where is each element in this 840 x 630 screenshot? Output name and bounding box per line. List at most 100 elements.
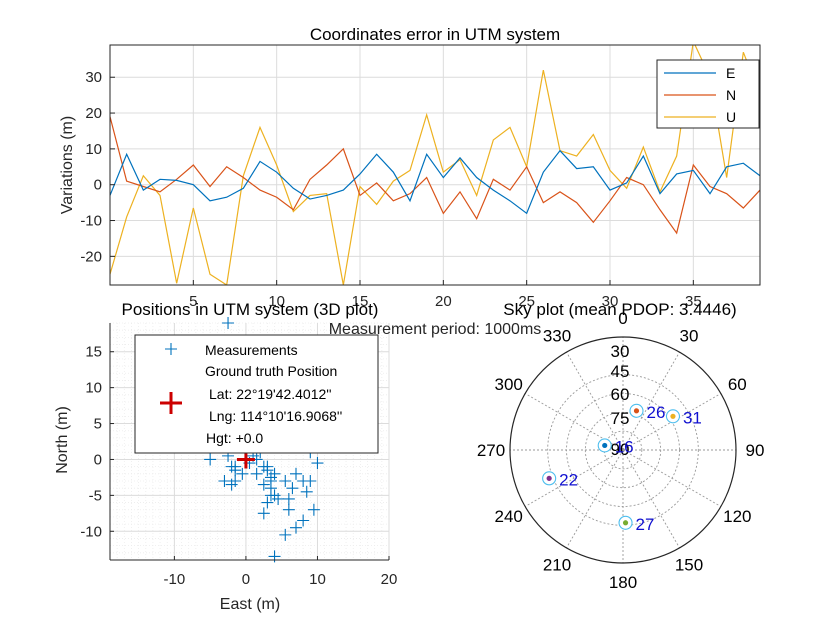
position-ytick-label: 0 <box>94 451 102 468</box>
position-xtick-label: 10 <box>309 571 326 588</box>
measurement-point <box>261 464 274 477</box>
satellite-dot <box>633 408 640 414</box>
measurement-point <box>225 460 238 473</box>
sky-elevation-label: 45 <box>611 362 630 381</box>
error-legend-label: N <box>726 87 736 103</box>
error-ytick-label: 20 <box>85 105 102 122</box>
sky-azimuth-label: 270 <box>477 441 505 460</box>
measurement-point <box>286 482 299 495</box>
sky-title: Sky plot (mean PDOP: 3.4446) <box>503 300 736 319</box>
measurement-point <box>311 457 324 470</box>
error-ytick-label: 0 <box>94 177 102 194</box>
satellite-label: 16 <box>615 437 634 456</box>
position-legend: Measurements Ground truth Position Lat: 22… <box>134 334 379 454</box>
sky-elevation-label: 60 <box>611 385 630 404</box>
error-xtick-label: 5 <box>189 293 197 310</box>
error-legend-label: E <box>726 65 735 81</box>
measurement-point <box>297 514 310 527</box>
sky-azimuth-label: 210 <box>543 555 571 574</box>
position-xlabel: East (m) <box>220 596 280 613</box>
measurement-point <box>229 475 242 487</box>
position-title: Positions in UTM system (3D plot) <box>122 300 379 319</box>
sky-azimuth-label: 30 <box>680 327 699 346</box>
position-xtick-label: 20 <box>381 571 398 588</box>
measurement-point <box>264 475 277 487</box>
position-ytick-label: 15 <box>85 344 102 361</box>
legend-ground-truth-swatch <box>160 392 182 414</box>
sky-azimuth-spoke <box>524 449 624 507</box>
position-ytick-label: 5 <box>94 416 102 433</box>
error-chart: 5 10 15 20 25 30 35 -20 -10 0 10 20 30 Coordinates e… <box>59 25 761 310</box>
error-legend-label: U <box>726 109 736 125</box>
measurement-point <box>290 467 302 480</box>
sky-azimuth-spoke <box>622 449 722 507</box>
position-legend-label: Hgt: +0.0 <box>206 430 263 446</box>
measurement-point <box>222 317 235 329</box>
position-xtick-label: 0 <box>242 571 250 588</box>
sky-polar-grid: 0306090120150180210240270300330304560759… <box>477 309 765 592</box>
sky-elevation-ring <box>547 374 699 526</box>
sky-chart: 0306090120150180210240270300330304560759… <box>477 309 765 592</box>
sky-outer-circle <box>509 336 737 564</box>
measurement-point <box>300 485 313 498</box>
error-title: Coordinates error in UTM system <box>310 25 560 44</box>
sky-azimuth-label: 330 <box>543 327 571 346</box>
sky-azimuth-label: 0 <box>618 309 627 328</box>
satellite-label: 31 <box>683 408 702 427</box>
measurement-point <box>204 453 217 466</box>
sky-azimuth-spoke <box>566 449 624 549</box>
position-legend-label: Measurements <box>205 342 298 358</box>
satellite-dot <box>546 475 552 481</box>
sky-azimuth-label: 240 <box>494 507 522 526</box>
measurement-point <box>236 467 249 480</box>
position-ylabel: North (m) <box>54 406 71 474</box>
position-ytick-label: 10 <box>85 380 102 397</box>
measurement-point <box>272 492 285 505</box>
sky-satellites: 26 31 16 22 27 <box>542 403 702 534</box>
sky-azimuth-spoke <box>524 393 624 451</box>
error-ytick-label: 30 <box>85 69 102 86</box>
error-ytick-label: -20 <box>80 248 102 265</box>
position-legend-label: Lat: 22°19'42.4012'' <box>209 386 332 402</box>
error-legend: ENU <box>656 59 760 129</box>
sky-elevation-label: 30 <box>611 342 630 361</box>
measurement-point <box>261 496 274 509</box>
error-axes-box <box>109 44 761 286</box>
position-ytick-label: -10 <box>80 523 102 540</box>
error-legend-box <box>656 59 760 129</box>
error-xtick-label: 35 <box>685 293 702 310</box>
satellite-dot <box>670 413 676 419</box>
measurement-point <box>307 503 320 516</box>
measurement-point <box>218 475 231 487</box>
sky-elevation-ring <box>603 430 643 470</box>
satellite-label: 27 <box>636 515 655 534</box>
satellite-label: 22 <box>559 470 578 489</box>
measurement-point <box>250 467 263 480</box>
sky-azimuth-label: 60 <box>728 375 747 394</box>
position-chart: -10 0 10 20 -10 -5 0 5 10 15 East (m) North (m) M… <box>54 317 397 613</box>
error-ticks: 5 10 15 20 25 30 35 -20 -10 0 10 20 30 <box>80 69 701 310</box>
measurement-point <box>264 489 277 502</box>
error-xtick-label: 30 <box>602 293 619 310</box>
error-xtick-label: 10 <box>268 293 285 310</box>
error-ytick-label: 10 <box>85 141 102 158</box>
measurement-point <box>282 492 295 505</box>
measurement-point <box>282 503 295 516</box>
position-legend-label: Lng: 114°10'16.9068'' <box>209 408 342 424</box>
sky-elevation-label: 90 <box>611 440 630 459</box>
sky-azimuth-label: 180 <box>609 573 637 592</box>
error-xtick-label: 20 <box>435 293 452 310</box>
measurement-point <box>257 507 270 520</box>
position-ytick-label: -5 <box>89 487 102 504</box>
sky-azimuth-label: 90 <box>746 441 765 460</box>
error-xtick-label: 25 <box>518 293 535 310</box>
sky-azimuth-spoke <box>566 351 624 451</box>
sky-elevation-label: 75 <box>611 409 630 428</box>
error-ytick-label: -10 <box>80 213 102 230</box>
position-legend-box <box>134 334 379 454</box>
error-series-U-line <box>110 45 760 285</box>
sky-azimuth-spoke <box>622 351 680 451</box>
sky-azimuth-label: 300 <box>494 375 522 394</box>
legend-measurement-swatch <box>165 343 177 355</box>
